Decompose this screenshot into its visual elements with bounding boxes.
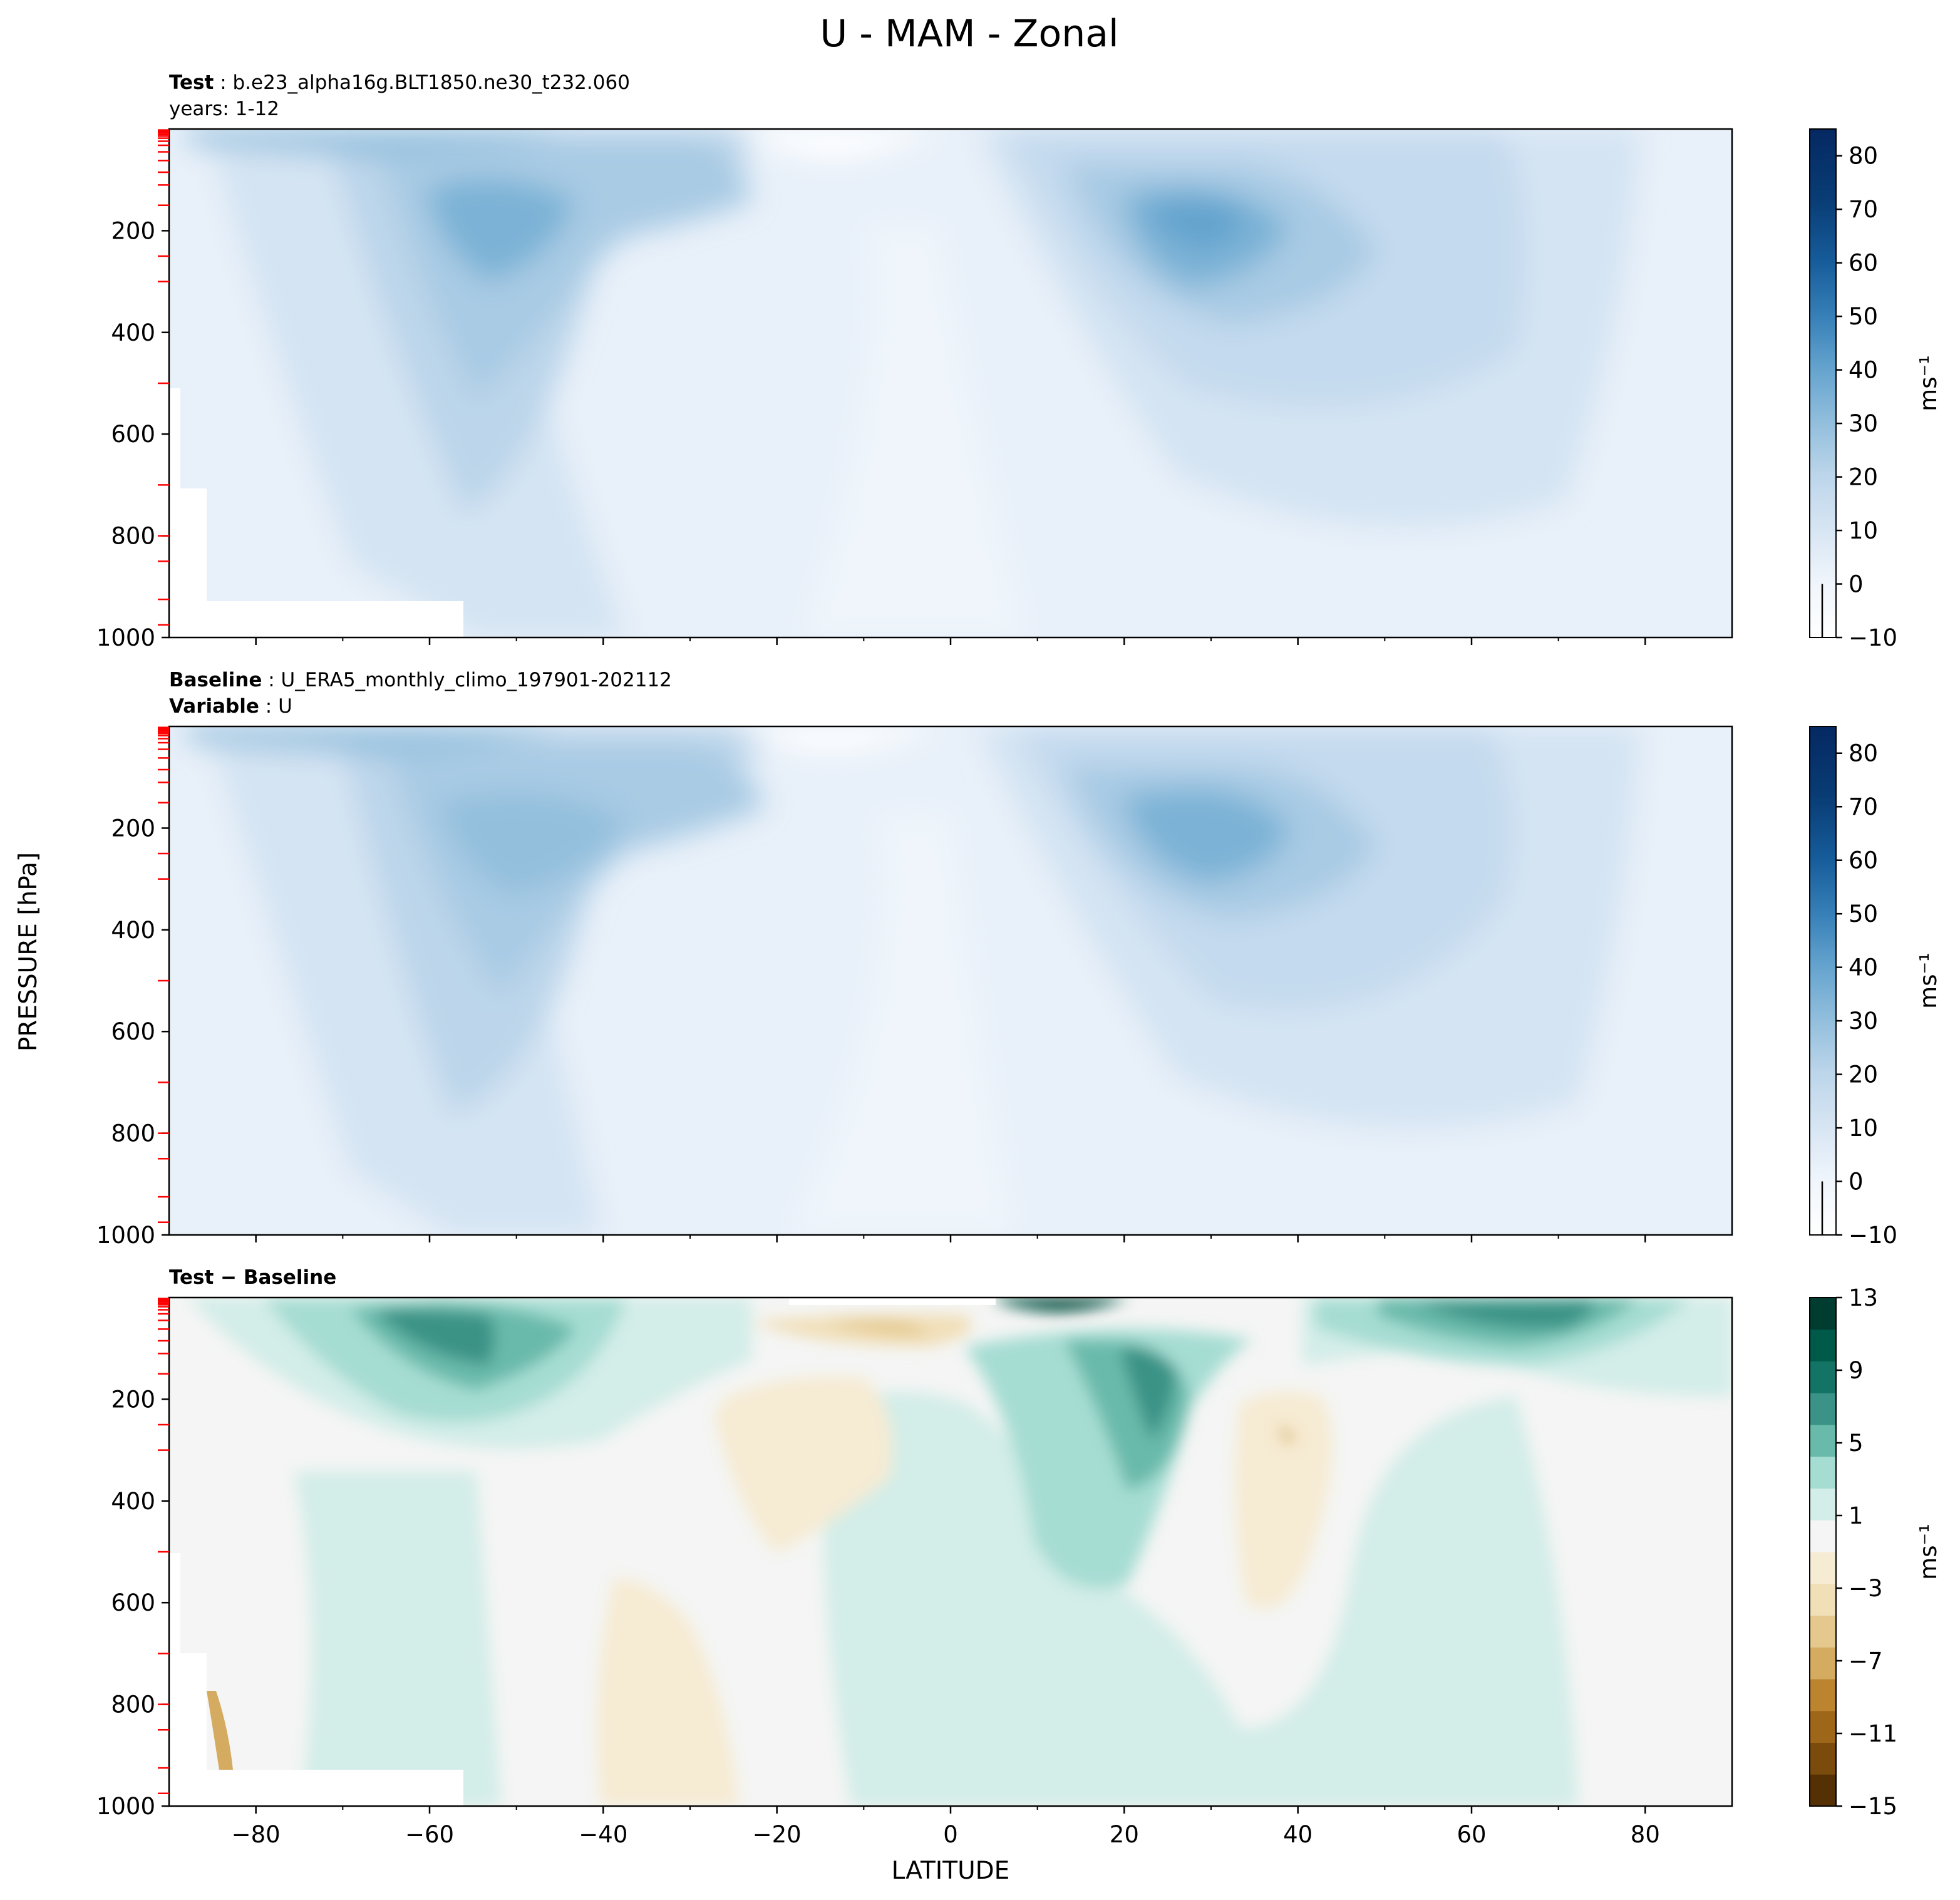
baseline-colorbar-tick-label: 30 [1849,1008,1878,1035]
test-colorbar-tick-label: −10 [1849,624,1897,651]
baseline-title-sep: : [268,669,274,691]
test-field [169,129,1732,638]
difference-xtick-label: 20 [1110,1821,1139,1848]
difference-colorbar-band [1810,1647,1836,1680]
test-colorbar-tick-label: 80 [1849,143,1878,170]
baseline-colorbar-label: ms⁻¹ [1915,953,1942,1009]
difference-colorbar-tick-label: 13 [1849,1284,1878,1311]
difference-colorbar-band [1810,1742,1836,1775]
difference-colorbar-tick-label: 1 [1849,1502,1864,1529]
test-colorbar: ms⁻¹ [1809,128,1942,638]
test-title-sep: : [220,71,226,94]
variable-title-label: Variable [169,695,259,718]
test-case-name: b.e23_alpha16g.BLT1850.ne30_t232.060 [233,71,630,94]
test-colorbar-tick-label: 0 [1849,571,1864,598]
test-colorbar-tick-label: 10 [1849,517,1878,544]
difference-xtick-label: −40 [579,1821,627,1848]
test-ytick-label: 400 [111,319,155,346]
difference-colorbar: ms⁻¹ [1809,1297,1942,1807]
difference-colorbar-tick-label: −11 [1849,1720,1897,1747]
difference-colorbar-band [1810,1520,1836,1552]
test-title-label: Test [169,71,214,94]
difference-xtick-label: 0 [943,1821,958,1848]
baseline-colorbar: ms⁻¹ [1809,726,1942,1236]
test-years: years: 1-12 [169,98,279,120]
x-axis-label: LATITUDE [892,1857,1010,1885]
difference-colorbar-tick-label: 5 [1849,1430,1864,1457]
difference-colorbar-band [1810,1298,1836,1330]
test-panel: Test : b.e23_alpha16g.BLT1850.ne30_t232.… [168,71,1733,639]
difference-colorbar-band [1810,1329,1836,1361]
baseline-colorbar-tick-label: 80 [1849,740,1878,767]
baseline-ytick-label: 800 [111,1120,155,1147]
baseline-title-label: Baseline [169,669,262,691]
baseline-colorbar-tick-label: 50 [1849,901,1878,927]
svg-text:Baseline : U_ERA5_: Baseline : U_ERA5_monthly_climo_197901-2… [169,669,672,691]
figure-title: U - MAM - Zonal [820,12,1118,56]
difference-colorbar-band [1810,1615,1836,1648]
svg-text:Test : b.e23_alpha: Test : b.e23_alpha16g.BLT1850.ne30_t232.… [169,71,630,94]
variable-title-sep: : [266,695,272,718]
difference-xtick-label: 80 [1631,1821,1660,1848]
difference-field [169,1298,1732,1806]
difference-colorbar-band [1810,1552,1836,1584]
baseline-ytick-label: 200 [111,815,155,842]
baseline-field [169,726,1732,1235]
test-ytick-label: 1000 [96,624,155,651]
baseline-colorbar-tick-label: 20 [1849,1061,1878,1088]
y-axis-label: PRESSURE [hPa] [14,852,43,1051]
baseline-colorbar-tick-label: 60 [1849,847,1878,874]
baseline-colorbar-tick-label: 70 [1849,793,1878,820]
difference-xtick-label: −20 [753,1821,802,1848]
difference-colorbar-band [1810,1361,1836,1393]
difference-colorbar-tick-label: −7 [1849,1648,1883,1675]
difference-colorbar-tick-label: −15 [1849,1793,1897,1820]
difference-colorbar-band [1810,1774,1836,1807]
difference-colorbar-band [1810,1425,1836,1457]
test-ytick-label: 600 [111,421,155,448]
difference-title: Test − Baseline [169,1266,336,1289]
test-colorbar-label: ms⁻¹ [1915,355,1942,411]
variable-name: U [278,695,292,718]
baseline-ytick-label: 600 [111,1018,155,1045]
baseline-dataset-name: U_ERA5_monthly_climo_197901-202112 [281,669,672,691]
difference-colorbar-band [1810,1393,1836,1425]
baseline-colorbar-tick-label: 0 [1849,1169,1864,1195]
difference-colorbar-band [1810,1679,1836,1712]
test-colorbar-tick-label: 60 [1849,250,1878,277]
difference-ytick-label: 800 [111,1691,155,1718]
test-colorbar-tick-label: 40 [1849,357,1878,384]
baseline-colorbar-tick-label: −10 [1849,1222,1897,1249]
test-ytick-label: 200 [111,217,155,244]
difference-ytick-label: 1000 [96,1793,155,1820]
difference-ytick-label: 200 [111,1386,155,1413]
test-ytick-label: 800 [111,523,155,550]
difference-ytick-label: 600 [111,1589,155,1616]
difference-colorbar-label: ms⁻¹ [1915,1524,1942,1580]
test-colorbar-tick-label: 20 [1849,464,1878,491]
difference-colorbar-band [1810,1488,1836,1521]
difference-xtick-label: −80 [232,1821,281,1848]
difference-colorbar-tick-label: −3 [1849,1575,1883,1602]
baseline-colorbar-tick-label: 40 [1849,954,1878,981]
difference-ytick-label: 400 [111,1488,155,1515]
difference-colorbar-band [1810,1710,1836,1743]
difference-xtick-label: 60 [1457,1821,1486,1848]
baseline-ytick-label: 400 [111,917,155,944]
difference-colorbar-band [1810,1456,1836,1489]
difference-colorbar-band [1810,1583,1836,1616]
test-colorbar-tick-label: 30 [1849,410,1878,437]
difference-panel: Test − Baseline [168,1266,1733,1807]
difference-colorbar-tick-label: 9 [1849,1357,1864,1384]
test-colorbar-tick-label: 70 [1849,196,1878,223]
baseline-panel: Baseline : U_ERA5_monthly_climo_197901-2… [168,669,1733,1236]
baseline-colorbar-tick-label: 10 [1849,1115,1878,1142]
svg-text:Variable : U: Variable : U [169,695,292,718]
baseline-ytick-label: 1000 [96,1222,155,1249]
test-colorbar-tick-label: 50 [1849,303,1878,330]
difference-xtick-label: 40 [1283,1821,1313,1848]
difference-xtick-label: −60 [405,1821,454,1848]
